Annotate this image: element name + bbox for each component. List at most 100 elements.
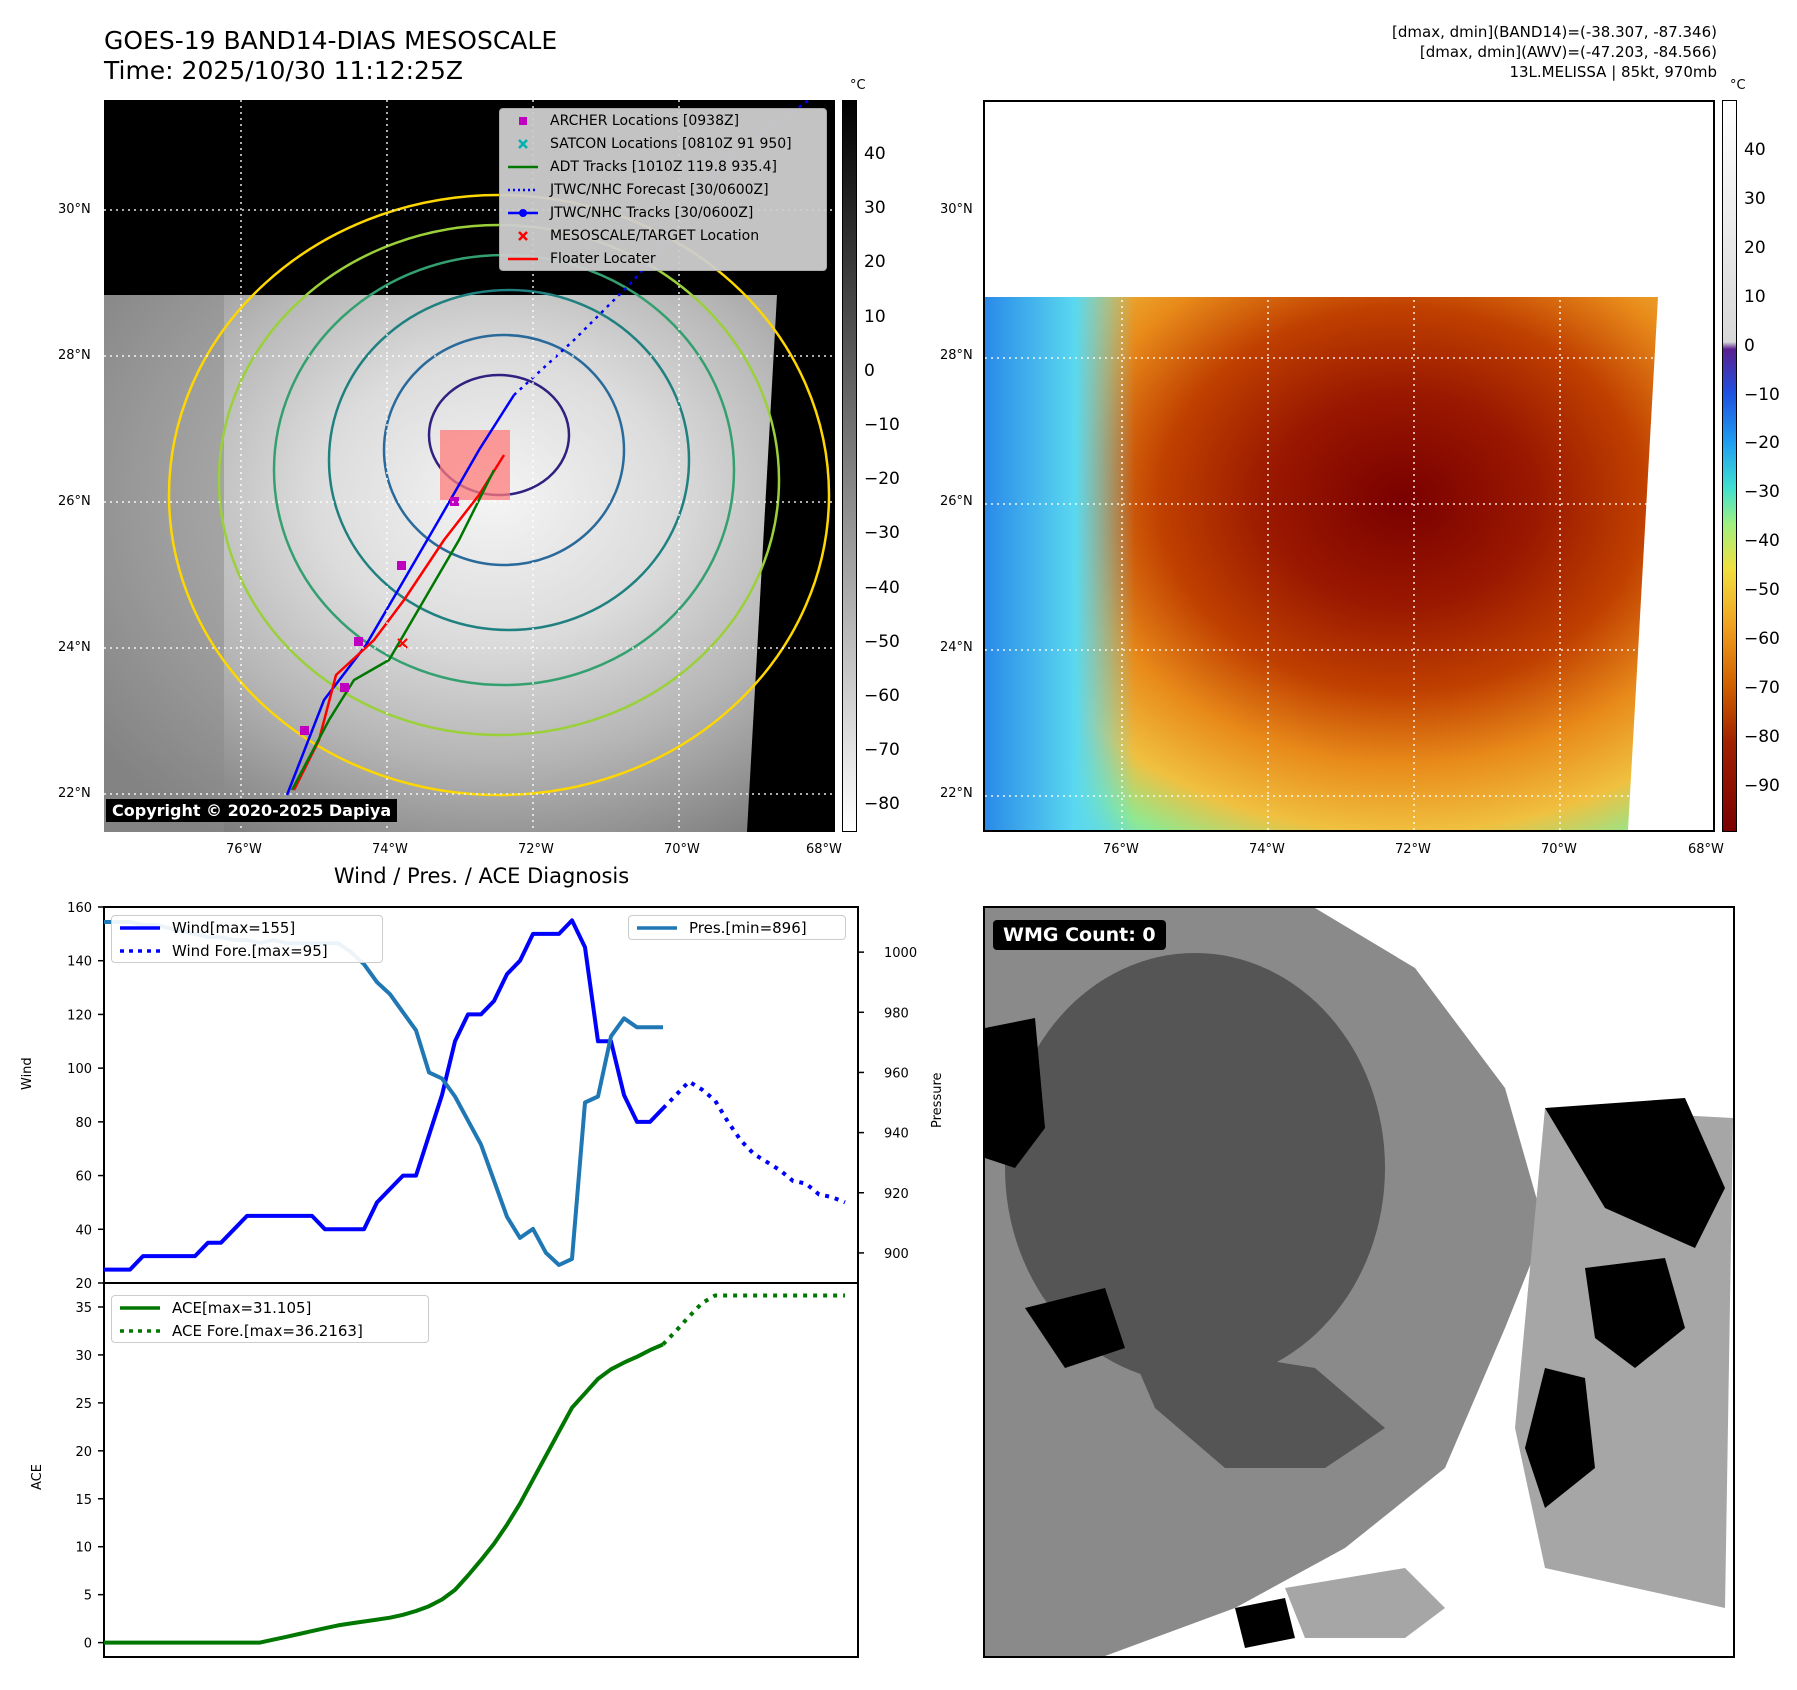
legend-wind-forecast: Wind Fore.[max=95]: [112, 939, 382, 962]
colorbar-tick-label: −10: [1744, 384, 1780, 405]
legend-adt: ADT Tracks [1010Z 119.8 935.4]: [500, 155, 826, 178]
title-line-1: GOES-19 BAND14-DIAS MESOSCALE: [104, 26, 558, 55]
info-block: [dmax, dmin](BAND14)=(-38.307, -87.346) …: [1117, 22, 1717, 82]
plot-frame: [103, 906, 859, 1284]
left-lon-tick: 76°W: [226, 842, 262, 857]
colorbar-tick-label: −30: [1744, 482, 1780, 503]
legend-target: MESOSCALE/TARGET Location: [500, 224, 826, 247]
ace-ylabel: ACE: [30, 1464, 45, 1490]
y-tick-label: 160: [67, 901, 92, 916]
right-lon-tick: 68°W: [1688, 842, 1724, 857]
colorbar-tick-label: −90: [1744, 775, 1780, 796]
y-tick-label: 25: [75, 1397, 92, 1412]
ace-plot: 0 5 10 15 20 25 30 35: [75, 1282, 859, 1658]
legend-archer: ARCHER Locations [0938Z]: [500, 109, 826, 132]
color-colorbar: [1722, 100, 1737, 832]
y-tick-label: 100: [67, 1062, 92, 1077]
line-dot-icon: [508, 208, 538, 217]
gray-colorbar-unit: °C: [850, 78, 866, 93]
diagnosis-chart: 204060801001201401609009209409609801000 …: [67, 901, 917, 1658]
wind-ylabel: Wind: [20, 1057, 35, 1090]
title-line-2: Time: 2025/10/30 11:12:25Z: [104, 56, 463, 85]
map-legend: ARCHER Locations [0938Z] SATCON Location…: [499, 108, 827, 271]
wind-pressure-plot: 20 40 60 80 100 120 140 160 900 920 940 960 980 1000: [67, 901, 917, 1292]
colorbar-tick-label: 40: [864, 144, 886, 164]
colorbar-tick-label: −20: [1744, 433, 1780, 454]
colorbar-tick-label: 30: [1744, 188, 1766, 209]
left-lat-tick: 26°N: [58, 494, 91, 509]
x-marker-icon: [518, 230, 528, 241]
dotted-line-icon: [120, 1328, 160, 1333]
ir-map-panel: × ARCHER Locations [0938Z] SATCON Locati…: [104, 100, 835, 832]
square-marker-icon: [519, 116, 527, 125]
colorbar-tick-label: −70: [1744, 677, 1780, 698]
legend-satcon: SATCON Locations [0810Z 91 950]: [500, 132, 826, 155]
legend-ace: ACE[max=31.105]: [112, 1296, 428, 1319]
colorbar-tick-label: 20: [864, 252, 886, 273]
right-lat-tick: 22°N: [940, 786, 973, 801]
colorbar-tick-label: −70: [864, 740, 900, 761]
dotted-line-icon: [120, 948, 160, 953]
right-lon-tick: 74°W: [1249, 842, 1285, 857]
right-lon-tick: 72°W: [1395, 842, 1431, 857]
y-tick-label: 35: [75, 1301, 92, 1316]
y-tick-label: 5: [84, 1589, 92, 1604]
right-lat-tick: 30°N: [940, 202, 973, 217]
left-lat-tick: 24°N: [58, 640, 91, 655]
line-marker-icon: [120, 925, 160, 930]
y-tick-label: 40: [75, 1223, 92, 1238]
y-tick-label: 30: [75, 1349, 92, 1364]
colorbar-tick-label: 10: [864, 306, 886, 327]
colorbar-tick-label: −40: [1744, 531, 1780, 552]
right-lon-tick: 70°W: [1541, 842, 1577, 857]
pressure-legend: Pres.[min=896]: [628, 915, 846, 940]
info-line-2: [dmax, dmin](AWV)=(-47.203, -84.566): [1419, 43, 1717, 61]
wmg-image: [985, 908, 1733, 1656]
line-marker-icon: [120, 1305, 160, 1310]
colorbar-tick-label: −80: [864, 794, 900, 815]
wmg-count-badge: WMG Count: 0: [993, 920, 1166, 950]
svg-text:×: ×: [395, 633, 410, 654]
y-tick-label: 10: [75, 1541, 92, 1556]
info-line-3: 13L.MELISSA | 85kt, 970mb: [1509, 63, 1717, 81]
wmg-panel: WMG Count: 0: [983, 906, 1735, 1658]
colorbar-tick-label: −20: [864, 469, 900, 490]
legend-forecast: JTWC/NHC Forecast [30/0600Z]: [500, 178, 826, 201]
line-marker-icon: [508, 165, 538, 168]
gray-colorbar: [842, 100, 857, 832]
colorbar-tick-label: 40: [1744, 140, 1766, 160]
awv-map-image: [985, 102, 1713, 830]
colorbar-tick-label: 30: [864, 198, 886, 219]
awv-map-panel: [983, 100, 1715, 832]
left-lon-tick: 68°W: [806, 842, 842, 857]
colorbar-tick-label: 20: [1744, 237, 1766, 258]
ace-legend: ACE[max=31.105] ACE Fore.[max=36.2163]: [111, 1295, 429, 1343]
series-line: [104, 920, 663, 1267]
wind-legend: Wind[max=155] Wind Fore.[max=95]: [111, 915, 383, 963]
colorbar-tick-label: −60: [1744, 629, 1780, 649]
legend-floater: Floater Locater: [500, 247, 826, 270]
colorbar-tick-label: −10: [864, 415, 900, 435]
line-marker-icon: [508, 257, 538, 260]
pressure-ylabel: Pressure: [930, 1072, 945, 1128]
legend-tracks: JTWC/NHC Tracks [30/0600Z]: [500, 201, 826, 224]
series-line: [104, 1342, 664, 1645]
y-tick-label: 20: [75, 1445, 92, 1460]
right-lat-tick: 28°N: [940, 348, 973, 363]
y2-tick-label: 920: [884, 1187, 909, 1202]
y2-tick-label: 1000: [884, 946, 917, 961]
colorbar-tick-label: −50: [864, 631, 900, 652]
y2-tick-label: 900: [884, 1247, 909, 1262]
y-tick-label: 140: [67, 955, 92, 970]
right-lat-tick: 26°N: [940, 494, 973, 509]
left-lat-tick: 30°N: [58, 202, 91, 217]
legend-ace-forecast: ACE Fore.[max=36.2163]: [112, 1319, 428, 1342]
copyright-label: Copyright © 2020-2025 Dapiya: [106, 799, 398, 822]
y2-tick-label: 960: [884, 1066, 909, 1081]
y2-tick-label: 940: [884, 1127, 909, 1142]
info-line-1: [dmax, dmin](BAND14)=(-38.307, -87.346): [1392, 23, 1717, 41]
y2-tick-label: 980: [884, 1006, 909, 1021]
y-tick-label: 120: [67, 1008, 92, 1023]
left-lat-tick: 22°N: [58, 786, 91, 801]
y-tick-label: 60: [75, 1170, 92, 1185]
